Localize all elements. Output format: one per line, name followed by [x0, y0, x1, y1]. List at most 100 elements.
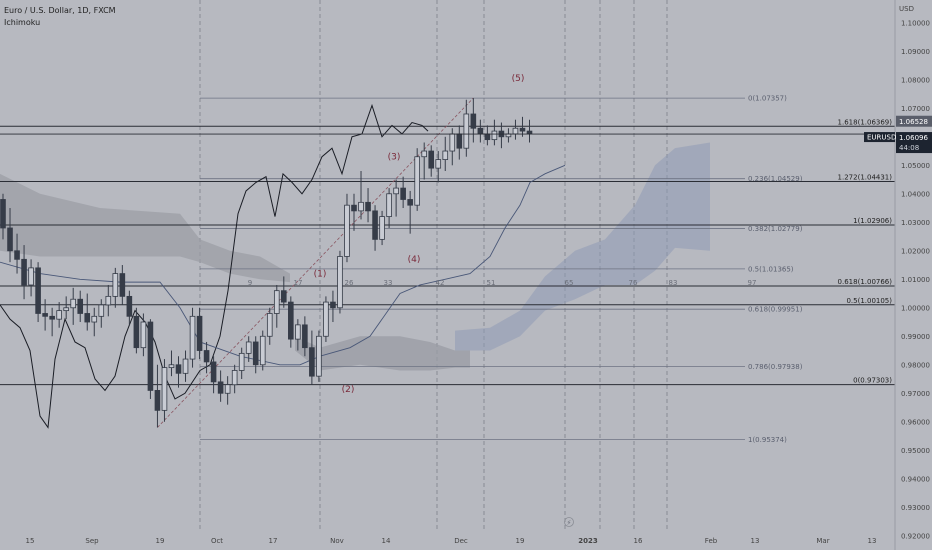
candle	[91, 307, 98, 337]
candle	[70, 287, 77, 325]
candle	[484, 125, 491, 146]
candle-body	[252, 341, 259, 366]
bar-count-label: 17	[294, 279, 303, 287]
candle-body	[238, 352, 245, 371]
date-tick-label: Sep	[85, 537, 99, 545]
wave-label: (2)	[342, 385, 355, 395]
candle-body	[442, 150, 449, 160]
candle	[182, 350, 189, 382]
date-tick-label: Dec	[454, 537, 468, 545]
candle	[98, 299, 105, 328]
price-tick-label: 0.95000	[901, 447, 930, 455]
candle	[189, 307, 196, 368]
candle-body	[435, 159, 442, 169]
candle-body	[28, 267, 34, 286]
candle-body	[154, 390, 161, 411]
candle-body	[196, 315, 203, 351]
wave-label: (3)	[388, 153, 401, 163]
candle	[273, 284, 280, 328]
candle-body	[470, 113, 477, 129]
candle-body	[217, 381, 224, 394]
candle-body	[126, 295, 133, 317]
fib-label: 0.382(1.02779)	[748, 225, 803, 233]
candle	[84, 293, 91, 331]
candle-body	[21, 258, 27, 286]
candle	[147, 319, 154, 399]
level-label: 1(1.02906)	[853, 217, 892, 225]
bar-count-label: 42	[436, 279, 445, 287]
price-axis: USD 1.10000 1.09000 1.08000 1.07000 1.05000 1.…	[894, 0, 930, 550]
candle-body	[295, 324, 301, 340]
symbol-tag	[864, 132, 895, 143]
candle	[512, 119, 519, 140]
date-tick-label: Mar	[816, 537, 829, 545]
candle-body	[428, 150, 435, 169]
candle-body	[259, 335, 266, 366]
wave-label: (5)	[512, 74, 525, 84]
candle	[280, 276, 287, 308]
candle-body	[56, 310, 62, 320]
upper-price-label: 1.06528	[899, 118, 928, 126]
candle	[288, 296, 294, 348]
price-tick-label: 0.94000	[901, 475, 930, 483]
candle	[49, 307, 55, 337]
candle	[56, 302, 62, 328]
candle-body	[449, 133, 456, 152]
candle-body	[210, 361, 217, 383]
candle-body	[77, 298, 84, 314]
candle	[196, 307, 203, 360]
candle-body	[337, 256, 343, 309]
candle	[295, 319, 301, 351]
candle-body	[280, 290, 287, 303]
candle-body	[288, 301, 294, 340]
bar-count-label: 9	[248, 279, 252, 287]
candle	[428, 145, 435, 177]
candle	[175, 356, 182, 388]
fib-label: 0.5(1.01365)	[748, 265, 794, 273]
current-price-tag	[896, 132, 932, 154]
candle-body	[63, 307, 69, 312]
date-tick-label: 17	[269, 537, 278, 545]
price-tick-label: 1.00000	[901, 304, 930, 312]
candle-body	[14, 250, 20, 260]
candle	[168, 350, 175, 377]
candle	[421, 142, 427, 180]
candle	[21, 245, 27, 300]
cloud-bullish	[455, 142, 710, 351]
candle	[463, 99, 470, 157]
fib-label: 0.786(0.97938)	[748, 363, 803, 371]
annotations: 9 17 26 33 42 51 65 76 83 97 (1) (2) (3) (4) (5) ⚡	[248, 74, 757, 527]
indicator-label[interactable]: Ichimoku	[4, 18, 41, 27]
candle-body	[463, 113, 470, 149]
countdown-label: 44:08	[899, 144, 919, 152]
candle	[372, 205, 378, 251]
symbol-label: EURUSD	[867, 134, 896, 142]
candle	[133, 307, 140, 354]
candle-body	[231, 370, 238, 386]
current-price-label: 1.06096	[899, 134, 928, 142]
candle-body	[519, 127, 526, 132]
candle	[238, 347, 245, 380]
bar-count-label: 51	[487, 279, 496, 287]
trend-line	[157, 97, 474, 428]
candle-body	[119, 273, 126, 297]
price-tick-label: 1.07000	[901, 105, 930, 113]
candle	[491, 119, 498, 146]
candle	[126, 290, 133, 325]
candle	[154, 364, 161, 428]
candle-body	[7, 227, 13, 252]
candle-body	[189, 315, 196, 360]
candle	[203, 341, 210, 374]
candle-body	[477, 127, 484, 135]
candle-body	[358, 201, 364, 212]
lagging-span	[0, 103, 429, 429]
fibonacci-levels: 0(1.07357) 1.618(1.06369) 0.236(1.04529) 1.…	[0, 95, 895, 444]
price-tick-label: 1.05000	[901, 162, 930, 170]
candle	[407, 190, 413, 234]
candle-body	[302, 324, 308, 349]
candle-body	[91, 315, 98, 323]
candle-body	[407, 199, 413, 206]
candle-body	[365, 201, 371, 212]
